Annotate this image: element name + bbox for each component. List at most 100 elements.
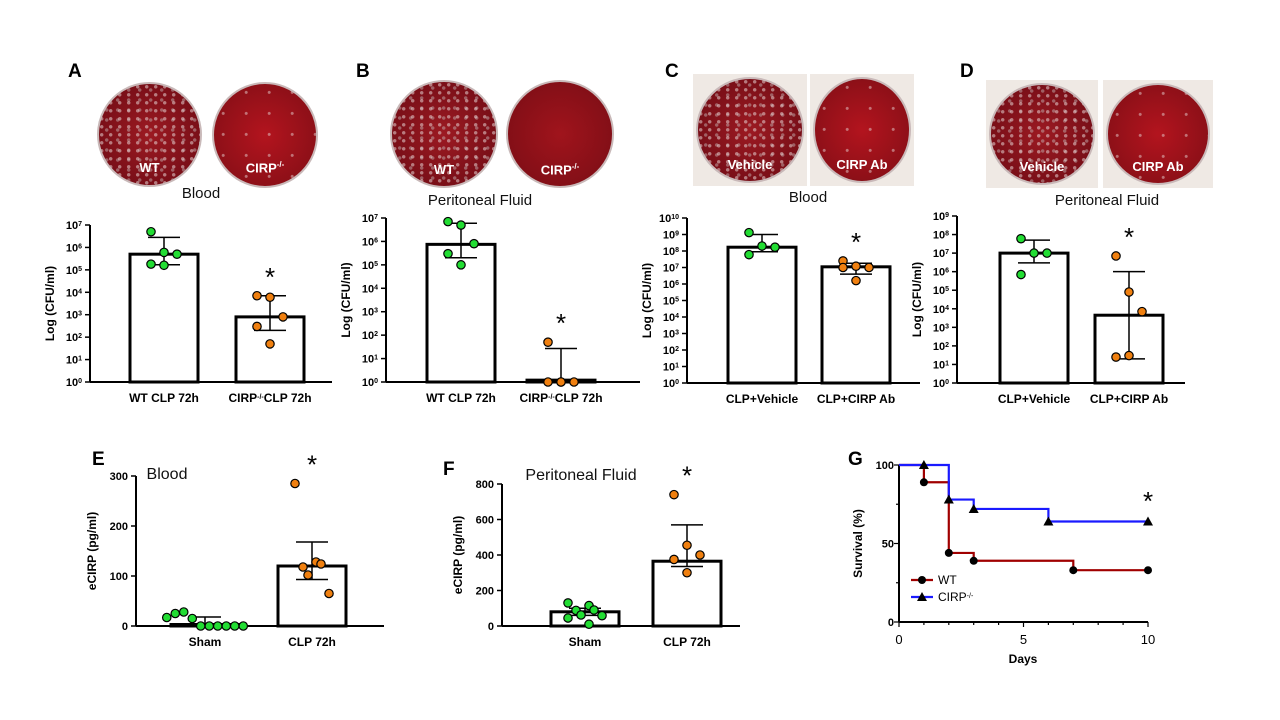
significance-asterisk: * bbox=[1124, 222, 1134, 252]
panel-title: Peritoneal Fluid bbox=[1054, 192, 1160, 209]
survival-curve-wt bbox=[899, 463, 1148, 572]
y-tick-label: 106 bbox=[933, 267, 949, 279]
data-point bbox=[1124, 287, 1134, 297]
data-point bbox=[851, 275, 861, 286]
data-point bbox=[1111, 352, 1121, 362]
data-point bbox=[195, 621, 206, 631]
petri-plate-vehicle: Vehicle bbox=[989, 83, 1095, 185]
petri-plate-cirp-ab: CIRP Ab bbox=[1106, 83, 1210, 185]
y-tick-label: 109 bbox=[663, 230, 679, 242]
panel-title: Blood bbox=[181, 185, 221, 202]
y-axis-label: Log (CFU/ml) bbox=[339, 262, 353, 337]
data-point bbox=[324, 588, 334, 599]
legend-label: CIRP-/- bbox=[938, 590, 974, 604]
plate-label: CIRP-/- bbox=[245, 160, 285, 176]
data-point bbox=[252, 321, 262, 332]
data-point bbox=[744, 249, 754, 260]
data-point bbox=[695, 550, 705, 560]
y-tick-label: 50 bbox=[882, 539, 894, 551]
y-tick-label: 105 bbox=[362, 260, 378, 272]
y-tick-label: 0 bbox=[488, 621, 494, 633]
data-point bbox=[584, 619, 594, 630]
data-point bbox=[178, 607, 189, 617]
y-tick-label: 107 bbox=[66, 220, 82, 232]
y-tick-label: 0 bbox=[122, 621, 128, 633]
plate-label: CIRP-/- bbox=[540, 162, 580, 178]
petri-photo-cirp-ab: CIRP Ab bbox=[1103, 80, 1213, 188]
y-axis-label: eCIRP (pg/ml) bbox=[451, 516, 465, 594]
data-point bbox=[265, 292, 275, 303]
y-tick-label: 101 bbox=[362, 354, 378, 366]
bar bbox=[998, 251, 1070, 385]
data-point bbox=[212, 621, 223, 631]
survival-marker bbox=[968, 503, 979, 513]
panel-letter-e: E bbox=[92, 449, 105, 470]
data-point bbox=[864, 262, 874, 273]
data-point bbox=[1016, 233, 1026, 244]
y-tick-label: 106 bbox=[66, 242, 82, 254]
x-tick-label: 5 bbox=[1020, 632, 1027, 647]
panel-title: Peritoneal Fluid bbox=[427, 192, 533, 209]
y-tick-label: 100 bbox=[933, 378, 949, 390]
data-point bbox=[298, 562, 308, 572]
plate-label: WT bbox=[433, 162, 455, 177]
y-tick-label: 100 bbox=[66, 377, 82, 389]
data-point bbox=[252, 290, 262, 301]
plate-label: Vehicle bbox=[727, 157, 773, 172]
data-point bbox=[1124, 350, 1134, 361]
data-point bbox=[469, 238, 479, 249]
survival-marker bbox=[943, 494, 954, 504]
survival-marker bbox=[919, 478, 928, 487]
data-point bbox=[170, 608, 181, 619]
survival-marker bbox=[1144, 566, 1152, 575]
y-tick-label: 101 bbox=[663, 362, 679, 374]
bar bbox=[128, 252, 200, 384]
y-tick-label: 104 bbox=[362, 283, 378, 295]
x-tick-label: 10 bbox=[1141, 632, 1155, 647]
x-axis-label: Days bbox=[1009, 652, 1038, 666]
survival-marker bbox=[1143, 516, 1153, 526]
survival-marker bbox=[1069, 566, 1078, 575]
data-point bbox=[456, 260, 466, 270]
y-tick-label: 103 bbox=[66, 310, 82, 322]
data-point bbox=[229, 621, 240, 631]
y-tick-label: 101 bbox=[933, 359, 949, 371]
significance-asterisk: * bbox=[265, 262, 275, 292]
data-point bbox=[159, 260, 169, 271]
x-tick-label: 0 bbox=[895, 632, 902, 647]
x-category-label: CLP+Vehicle bbox=[998, 392, 1071, 406]
y-tick-label: 104 bbox=[933, 304, 949, 316]
survival-marker bbox=[918, 460, 929, 469]
data-point bbox=[456, 220, 466, 230]
data-point bbox=[744, 227, 754, 238]
data-point bbox=[290, 478, 300, 489]
panel-title: Peritoneal Fluid bbox=[525, 467, 637, 484]
data-point bbox=[682, 567, 692, 578]
panel-letter-f: F bbox=[443, 459, 455, 480]
survival-curve-cirp bbox=[899, 463, 1148, 523]
plate-label: Vehicle bbox=[1019, 159, 1065, 174]
y-tick-label: 102 bbox=[362, 330, 378, 342]
data-point bbox=[159, 247, 169, 258]
x-category-label: CIRP-/-CLP 72h bbox=[519, 391, 602, 405]
x-category-label: CIRP-/-CLP 72h bbox=[228, 391, 311, 405]
y-tick-label: 108 bbox=[933, 230, 949, 242]
y-tick-label: 105 bbox=[663, 296, 679, 308]
panel-letter-d: D bbox=[960, 61, 974, 82]
data-point bbox=[161, 612, 172, 623]
y-tick-label: 100 bbox=[663, 378, 679, 390]
data-point bbox=[682, 540, 692, 551]
data-point bbox=[543, 377, 553, 387]
data-point bbox=[757, 241, 767, 251]
data-point bbox=[669, 554, 679, 565]
x-category-label: CLP 72h bbox=[663, 635, 711, 649]
y-axis-label: Log (CFU/ml) bbox=[640, 263, 654, 338]
data-point bbox=[563, 598, 573, 608]
data-point bbox=[838, 262, 848, 273]
data-point bbox=[146, 259, 156, 269]
y-tick-label: 104 bbox=[663, 312, 679, 324]
data-point bbox=[1111, 251, 1121, 261]
data-point bbox=[851, 261, 861, 271]
y-tick-label: 105 bbox=[933, 285, 949, 297]
y-tick-label: 102 bbox=[933, 341, 949, 353]
